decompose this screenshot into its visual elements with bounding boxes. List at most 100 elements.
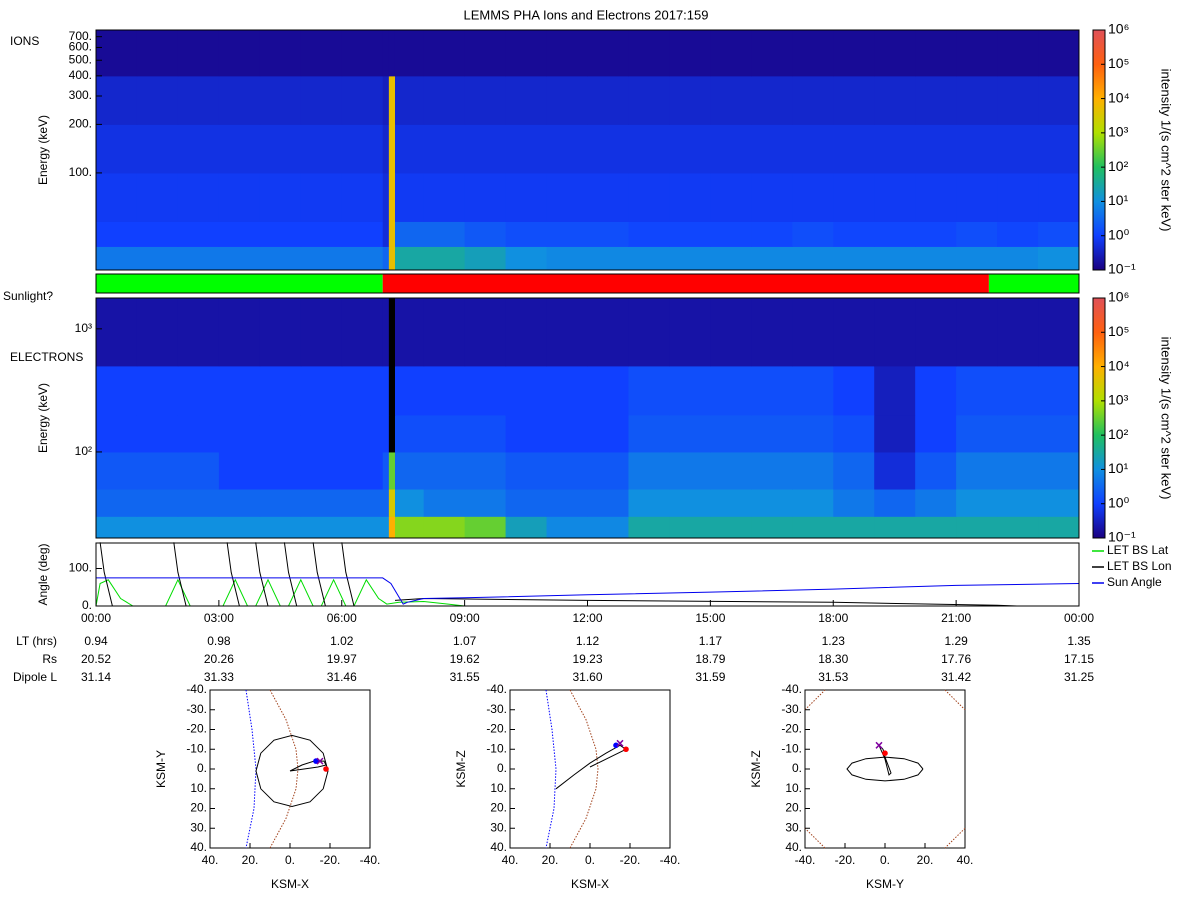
heatmap-cell — [382, 221, 390, 247]
heatmap-cell — [218, 246, 261, 271]
heatmap-cell — [1038, 172, 1080, 222]
heatmap-cell — [874, 414, 916, 453]
panel-label: IONS — [10, 34, 39, 48]
y-tick-label: 30. — [490, 820, 507, 834]
heatmap-cell — [628, 172, 670, 222]
orbit-curve — [569, 689, 599, 849]
heatmap-cell — [96, 516, 138, 539]
heatmap-cell — [628, 124, 670, 174]
x-tick-label: 0. — [880, 853, 890, 867]
heatmap-cell — [464, 30, 507, 77]
timeline-frame — [95, 273, 1080, 294]
heatmap-cell — [997, 516, 1039, 539]
heatmap-cell — [505, 246, 548, 271]
colorbar-tick-label: 10² — [1108, 158, 1129, 174]
colorbar-tick-label: 10⁴ — [1108, 89, 1130, 105]
heatmap-cell — [628, 246, 670, 271]
position-marker — [316, 757, 324, 765]
heatmap-cell — [669, 246, 711, 271]
heatmap-cell — [388, 246, 396, 271]
heatmap-cell — [218, 75, 261, 125]
heatmap-cell — [505, 221, 548, 247]
heatmap-cell — [792, 30, 834, 77]
heatmap-cell — [546, 124, 588, 174]
heatmap-cell — [259, 172, 302, 222]
heatmap-cell — [394, 172, 425, 222]
heatmap-cell — [341, 124, 384, 174]
y-tick-label: 200. — [69, 117, 92, 131]
heatmap-cell — [1038, 221, 1080, 247]
heatmap-cell — [833, 75, 875, 125]
position-marker — [623, 746, 629, 753]
x-tick-label: -40. — [660, 853, 681, 867]
heatmap-cell — [259, 75, 302, 125]
heatmap-cell — [136, 246, 179, 271]
x-tick-label: 00:00 — [1064, 611, 1094, 625]
x-tick-label: 06:00 — [327, 611, 357, 625]
y-tick-label: 0. — [197, 761, 207, 775]
heatmap-cell — [997, 414, 1039, 453]
heatmap-cell — [587, 75, 629, 125]
heatmap-cell — [96, 246, 138, 271]
panel-frame — [95, 297, 1080, 539]
heatmap-cell — [464, 489, 507, 517]
heatmap-cell — [1038, 124, 1080, 174]
heatmap-cell — [710, 30, 752, 77]
heatmap-cell — [177, 172, 220, 222]
heatmap-cell — [218, 124, 261, 174]
heatmap-cell — [341, 298, 384, 367]
heatmap-cell — [710, 414, 752, 453]
heatmap-cell — [915, 172, 957, 222]
heatmap-cell — [546, 489, 588, 517]
heatmap-cell — [300, 451, 343, 490]
ephemeris-value: 1.29 — [944, 634, 968, 648]
panel-label: Sunlight? — [3, 289, 53, 303]
heatmap-cell — [464, 298, 507, 367]
heatmap-cell — [1038, 489, 1080, 517]
heatmap-cell — [1038, 75, 1080, 125]
heatmap-cell — [997, 172, 1039, 222]
heatmap-cell — [587, 124, 629, 174]
heatmap-cell — [915, 298, 957, 367]
heatmap-cell — [505, 516, 548, 539]
heatmap-cell — [628, 221, 670, 247]
colorbar-label: intensity 1/(s cm^2 ster keV) — [1159, 69, 1174, 232]
heatmap-cell — [218, 172, 261, 222]
y-tick-label: -10. — [186, 741, 207, 755]
heatmap-cell — [464, 124, 507, 174]
heatmap-cell — [915, 516, 957, 539]
y-tick-label: 10. — [190, 781, 207, 795]
x-tick-label: 09:00 — [450, 611, 480, 625]
heatmap-cell — [464, 221, 507, 247]
ephemeris-value: 31.60 — [572, 670, 602, 684]
heatmap-cell — [874, 365, 916, 416]
heatmap-cell — [997, 298, 1039, 367]
heatmap-cell — [382, 451, 390, 490]
x-tick-label: 18:00 — [818, 611, 848, 625]
heatmap-cell — [669, 30, 711, 77]
heatmap-cell — [136, 489, 179, 517]
heatmap-cell — [956, 221, 998, 247]
colorbar-tick-label: 10⁵ — [1108, 55, 1129, 71]
orbit-curve — [289, 760, 327, 772]
heatmap-cell — [394, 414, 425, 453]
ephemeris-value: 31.59 — [695, 670, 725, 684]
heatmap-cell — [956, 246, 998, 271]
y-tick-label: -40. — [781, 682, 802, 696]
heatmap-cell — [394, 516, 425, 539]
heatmap-cell — [259, 414, 302, 453]
colorbar-tick-label: 10⁶ — [1108, 289, 1129, 305]
heatmap-cell — [997, 75, 1039, 125]
y-tick-label: 20. — [785, 801, 802, 815]
heatmap-cell — [669, 489, 711, 517]
heatmap-cell — [587, 246, 629, 271]
heatmap-cell — [833, 124, 875, 174]
plot-frame — [509, 689, 671, 849]
heatmap-cell — [388, 365, 396, 416]
heatmap-cell — [833, 246, 875, 271]
orbit-curve — [555, 744, 627, 790]
heatmap-cell — [546, 365, 588, 416]
heatmap-cell — [546, 516, 588, 539]
orbit-curve — [545, 689, 557, 849]
ephemeris-value: 20.26 — [204, 652, 234, 666]
